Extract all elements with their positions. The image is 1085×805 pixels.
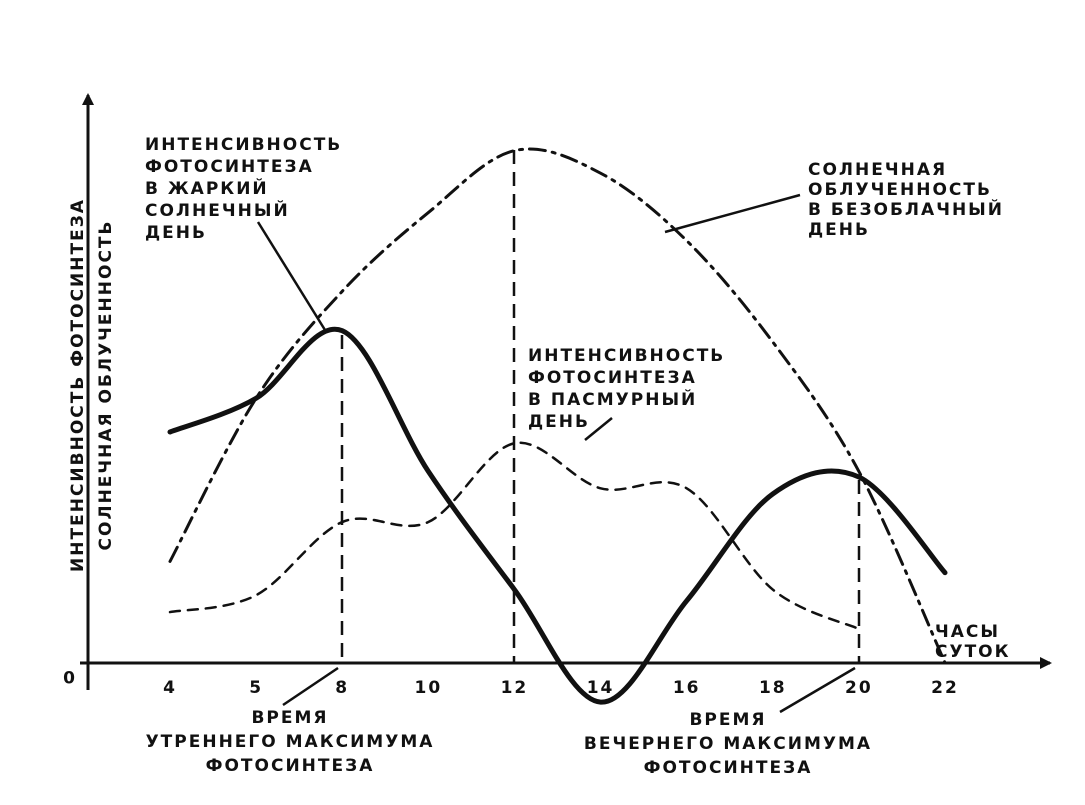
annotation: ДЕНЬ: [145, 223, 207, 243]
annotation: В ЖАРКИЙ: [145, 177, 269, 199]
x-tick-label: 20: [845, 678, 873, 698]
series-line: [168, 441, 861, 631]
series-line: [168, 147, 947, 665]
x-tick-label: 5: [249, 678, 263, 698]
x-tick-label: 12: [501, 678, 529, 698]
annotation: ИНТЕНСИВНОСТЬ: [145, 135, 342, 155]
x-tick-label: 18: [759, 678, 787, 698]
annotation: В БЕЗОБЛАЧНЫЙ: [808, 198, 1004, 220]
guides: [340, 150, 861, 663]
annotation: СОЛНЕЧНЫЙ: [145, 199, 290, 221]
y-label: СОЛНЕЧНАЯ ОБЛУЧЕННОСТЬ: [96, 220, 116, 551]
x-label: ЧАСЫ: [935, 622, 1000, 642]
pointer: [779, 666, 856, 714]
y-tick-label: 0: [63, 669, 77, 689]
annotation: ИНТЕНСИВНОСТЬ: [528, 346, 725, 366]
annotation: СОЛНЕЧНАЯ: [808, 160, 947, 180]
x-tick-label: 22: [931, 678, 959, 698]
annotation: ФОТОСИНТЕЗА: [644, 758, 813, 778]
x-tick-label: 10: [414, 678, 442, 698]
pointer: [664, 193, 801, 234]
annotation: ДЕНЬ: [808, 220, 870, 240]
series-line: [167, 326, 948, 705]
pointer: [282, 666, 339, 707]
y-label: ИНТЕНСИВНОСТЬ ФОТОСИНТЕЗА: [68, 198, 88, 572]
annotation: ВРЕМЯ: [251, 708, 328, 728]
pointer: [256, 221, 327, 331]
annotation: ФОТОСИНТЕЗА: [528, 368, 697, 388]
pointers: [256, 193, 856, 714]
annotation: ФОТОСИНТЕЗА: [206, 756, 375, 776]
x-label: СУТОК: [935, 642, 1011, 662]
x-tick-label: 14: [587, 678, 615, 698]
annotation: В ПАСМУРНЫЙ: [528, 388, 697, 410]
annotation: ВРЕМЯ: [689, 710, 766, 730]
x-tick-label: 4: [163, 678, 177, 698]
annotation: ВЕЧЕРНЕГО МАКСИМУМА: [584, 734, 872, 754]
x-tick-label: 8: [335, 678, 349, 698]
annotation: УТРЕННЕГО МАКСИМУМА: [146, 732, 435, 752]
annotation: ФОТОСИНТЕЗА: [145, 157, 314, 177]
pointer: [584, 417, 613, 441]
annotation: ОБЛУЧЕННОСТЬ: [808, 180, 992, 200]
annotation: ДЕНЬ: [528, 412, 590, 432]
x-tick-label: 16: [673, 678, 701, 698]
